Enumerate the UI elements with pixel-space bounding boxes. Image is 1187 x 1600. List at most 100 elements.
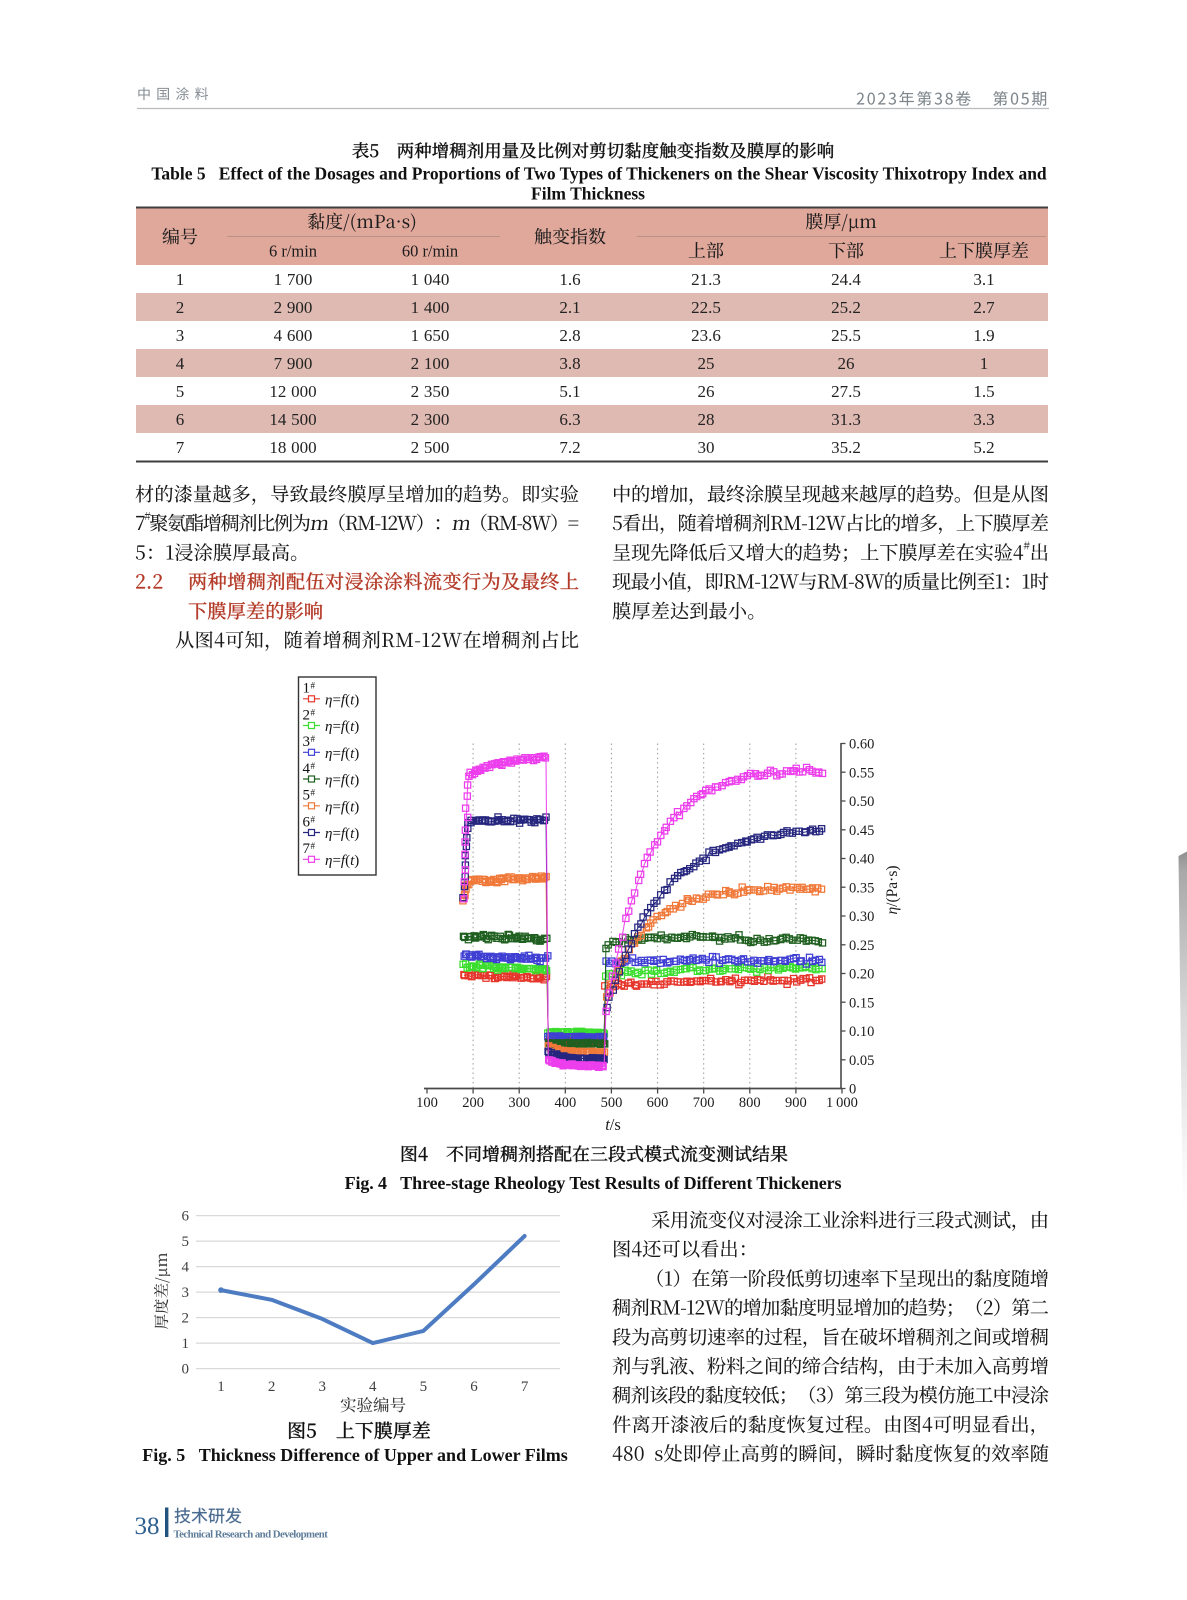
svg-text:0: 0: [849, 1082, 856, 1098]
svg-text:6: 6: [303, 814, 311, 830]
svg-text:27.5: 27.5: [831, 382, 861, 401]
svg-text:2.7: 2.7: [973, 298, 995, 317]
svg-text:4: 4: [369, 1379, 377, 1395]
svg-text:500: 500: [601, 1095, 623, 1111]
svg-text:700: 700: [693, 1095, 715, 1111]
svg-text:3.1: 3.1: [973, 270, 994, 289]
svg-text:2: 2: [176, 298, 185, 317]
svg-text:0.15: 0.15: [849, 995, 874, 1011]
svg-text:0: 0: [182, 1362, 190, 1378]
svg-text:0.30: 0.30: [849, 909, 874, 925]
svg-text:1: 1: [303, 681, 311, 697]
svg-text:26: 26: [838, 354, 855, 373]
svg-text:#: #: [311, 814, 316, 824]
svg-text:1: 1: [217, 1379, 225, 1395]
svg-text:1 650: 1 650: [411, 326, 450, 345]
svg-text:0.50: 0.50: [849, 794, 874, 810]
svg-text:60 r/min: 60 r/min: [402, 242, 458, 261]
svg-text:η=f(t): η=f(t): [325, 826, 359, 842]
svg-text:300: 300: [508, 1095, 530, 1111]
svg-text:26: 26: [698, 382, 715, 401]
svg-text:25.5: 25.5: [831, 326, 861, 345]
svg-text:100: 100: [416, 1095, 438, 1111]
svg-text:η=f(t): η=f(t): [325, 773, 359, 789]
svg-text:4: 4: [176, 354, 185, 373]
svg-text:1 000: 1 000: [826, 1095, 858, 1111]
svg-text:#: #: [311, 761, 316, 771]
svg-text:6: 6: [182, 1209, 190, 1225]
svg-text:0.35: 0.35: [849, 880, 874, 896]
svg-text:5: 5: [176, 382, 185, 401]
svg-text:3.8: 3.8: [559, 354, 580, 373]
svg-text:Fig. 4 Three-stage Rheology: Fig. 4 Three-stage Rheology Test Results…: [345, 1173, 842, 1193]
svg-text:#: #: [311, 681, 316, 691]
svg-text:7: 7: [176, 438, 185, 457]
svg-text:1: 1: [182, 1336, 190, 1352]
svg-text:1 040: 1 040: [411, 270, 450, 289]
svg-text:η=f(t): η=f(t): [325, 719, 359, 735]
svg-text:2 350: 2 350: [411, 382, 450, 401]
svg-text:1: 1: [176, 270, 185, 289]
svg-text:η=f(t): η=f(t): [325, 746, 359, 762]
svg-text:200: 200: [462, 1095, 484, 1111]
svg-text:35.2: 35.2: [831, 438, 861, 457]
svg-text:400: 400: [554, 1095, 576, 1111]
svg-text:η/(Pa·s): η/(Pa·s): [884, 865, 901, 914]
svg-text:#: #: [311, 707, 316, 717]
svg-text:3: 3: [318, 1379, 326, 1395]
svg-text:2 300: 2 300: [411, 410, 450, 429]
svg-text:t/s: t/s: [605, 1115, 621, 1134]
svg-text:4: 4: [303, 761, 311, 777]
svg-text:Film Thickness: Film Thickness: [531, 184, 645, 204]
svg-text:31.3: 31.3: [831, 410, 861, 429]
svg-text:0.20: 0.20: [849, 967, 874, 983]
svg-text:30: 30: [698, 438, 715, 457]
svg-text:2: 2: [182, 1311, 190, 1327]
svg-text:0.55: 0.55: [849, 765, 874, 781]
svg-text:7: 7: [303, 841, 311, 857]
svg-text:Fig. 5 Thickness Difference: Fig. 5 Thickness Difference of Upper and…: [142, 1445, 568, 1465]
svg-text:7 900: 7 900: [274, 354, 313, 373]
svg-text:7.2: 7.2: [559, 438, 580, 457]
svg-text:5: 5: [182, 1234, 190, 1250]
svg-text:2.8: 2.8: [559, 326, 580, 345]
svg-text:5: 5: [420, 1379, 428, 1395]
svg-text:0.45: 0.45: [849, 823, 874, 839]
svg-text:1 700: 1 700: [274, 270, 313, 289]
svg-text:4: 4: [182, 1260, 190, 1276]
svg-text:5.2: 5.2: [973, 438, 994, 457]
svg-text:21.3: 21.3: [691, 270, 721, 289]
svg-text:4 600: 4 600: [274, 326, 313, 345]
svg-text:1: 1: [980, 354, 989, 373]
svg-text:23.6: 23.6: [691, 326, 721, 345]
svg-text:0.60: 0.60: [849, 737, 874, 753]
svg-text:2: 2: [268, 1379, 276, 1395]
svg-text:800: 800: [739, 1095, 761, 1111]
svg-text:900: 900: [785, 1095, 807, 1111]
svg-text:#: #: [311, 734, 316, 744]
svg-text:14 500: 14 500: [269, 410, 316, 429]
svg-text:η=f(t): η=f(t): [325, 853, 359, 869]
svg-text:600: 600: [647, 1095, 669, 1111]
svg-text:25.2: 25.2: [831, 298, 861, 317]
svg-text:Table 5 Effect of the Dosage: Table 5 Effect of the Dosages and Propor…: [151, 164, 1047, 184]
svg-text:6 r/min: 6 r/min: [269, 242, 317, 261]
svg-text:2 100: 2 100: [411, 354, 450, 373]
svg-text:#: #: [311, 841, 316, 851]
svg-text:5.1: 5.1: [559, 382, 580, 401]
svg-text:#: #: [311, 788, 316, 798]
svg-text:25: 25: [698, 354, 715, 373]
svg-text:5: 5: [303, 788, 311, 804]
svg-text:η=f(t): η=f(t): [325, 799, 359, 815]
svg-text:18 000: 18 000: [269, 438, 316, 457]
svg-text:1 400: 1 400: [411, 298, 450, 317]
svg-text:7: 7: [521, 1379, 529, 1395]
svg-text:1.9: 1.9: [973, 326, 994, 345]
svg-text:0.40: 0.40: [849, 852, 874, 868]
svg-text:3: 3: [176, 326, 185, 345]
svg-text:6: 6: [176, 410, 185, 429]
svg-text:2: 2: [303, 707, 311, 723]
svg-text:6: 6: [470, 1379, 478, 1395]
svg-text:0.10: 0.10: [849, 1024, 874, 1040]
svg-text:12 000: 12 000: [269, 382, 316, 401]
